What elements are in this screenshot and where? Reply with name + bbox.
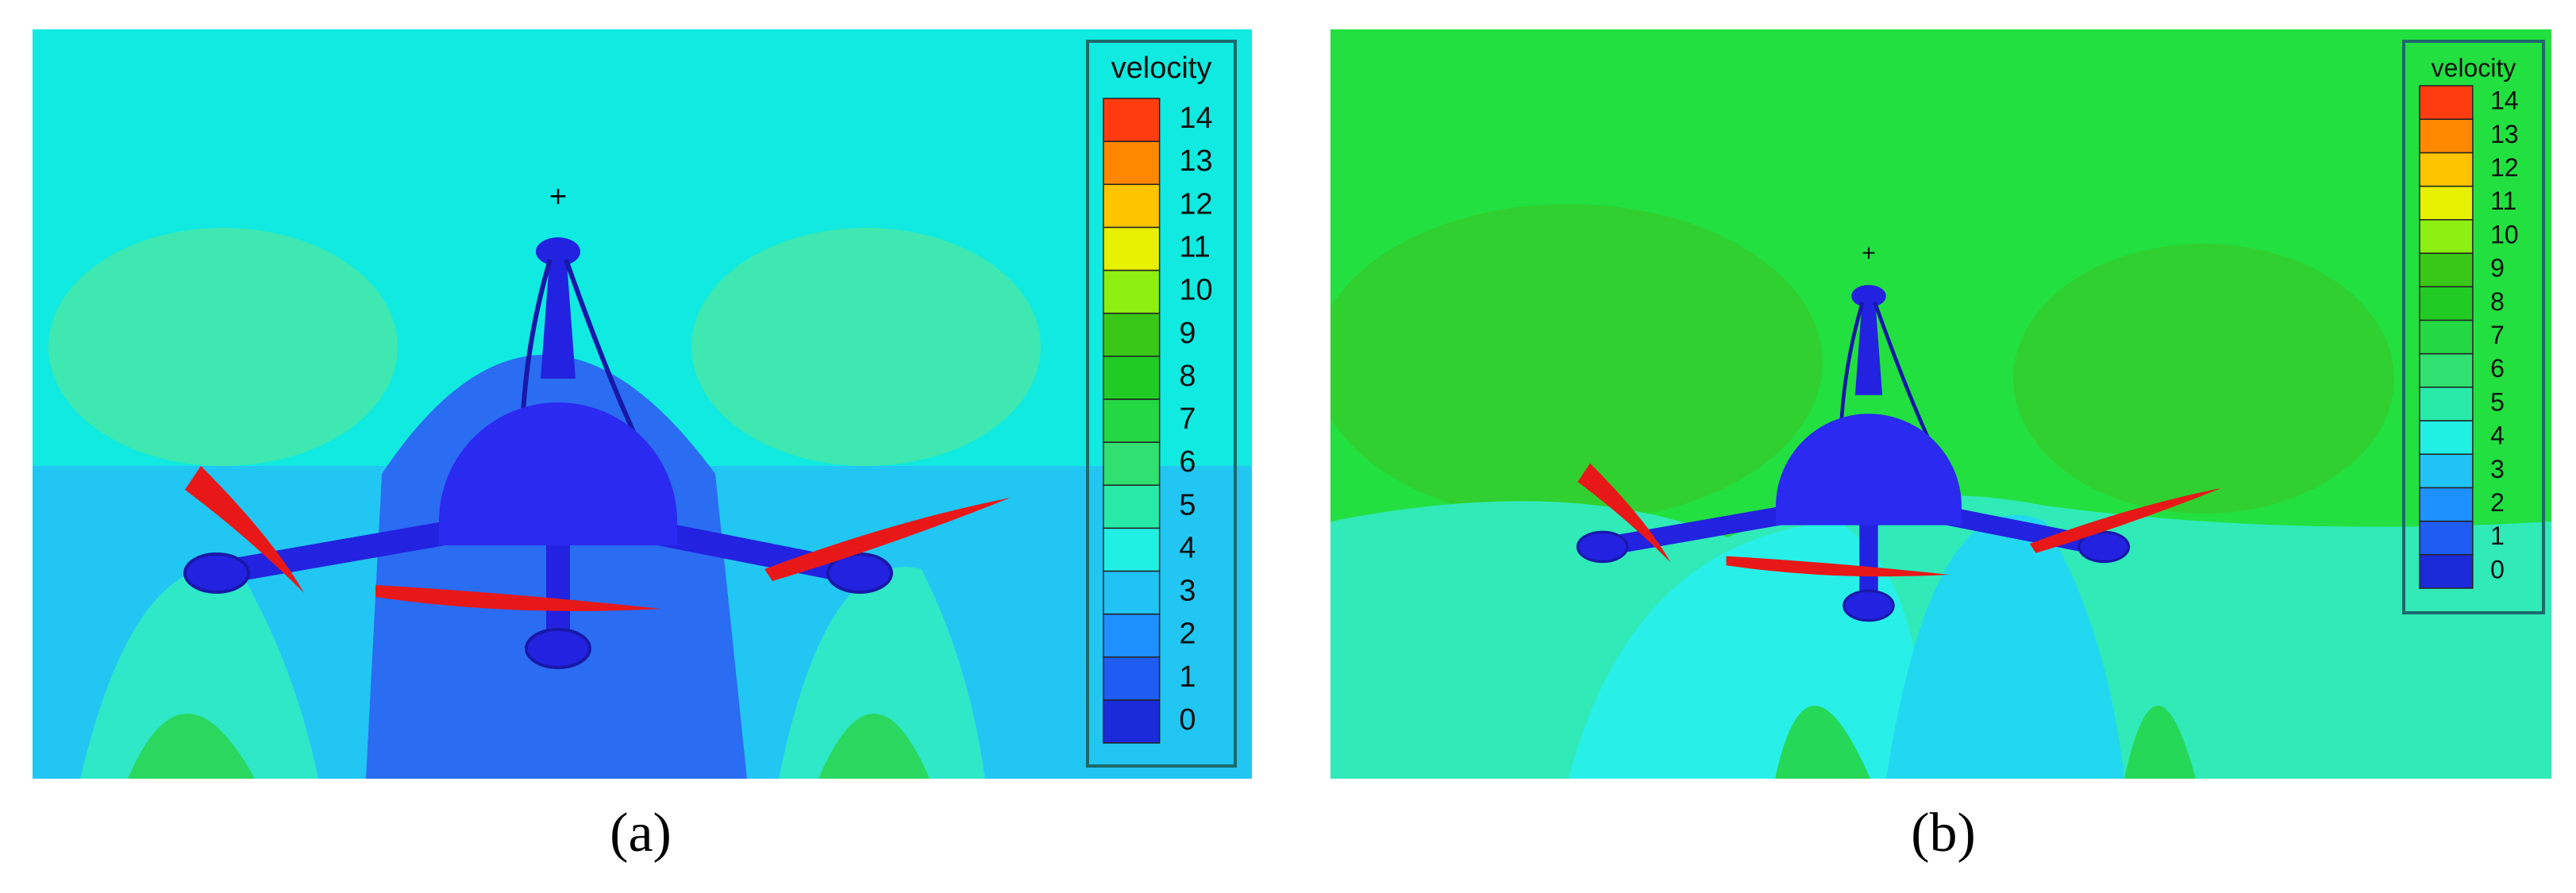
color-band [1103, 570, 1161, 615]
color-band [1103, 98, 1161, 142]
legend-tick-label: 4 [2490, 421, 2505, 450]
legend-box [1086, 40, 1237, 768]
legend-title: velocity [1111, 52, 1212, 85]
mast-top [536, 237, 580, 266]
motor [2077, 530, 2131, 564]
legend-tick-label: 2 [1179, 618, 1196, 651]
color-band [2419, 286, 2474, 321]
legend-tick-label: 3 [2490, 455, 2505, 483]
legend-tick-label: 7 [1179, 402, 1196, 436]
color-band [1103, 441, 1161, 486]
legend-tick-label: 6 [2490, 354, 2505, 383]
legend-tick-label: 9 [2490, 254, 2505, 283]
panel-caption: (a) [610, 803, 672, 864]
propeller [1577, 463, 1671, 563]
mast [541, 252, 576, 379]
legend-tick-label: 14 [1179, 102, 1212, 135]
propeller [1726, 556, 1950, 577]
color-band [1103, 356, 1161, 400]
propeller [375, 585, 661, 611]
dome [1776, 414, 1962, 525]
dome [439, 402, 677, 545]
propeller [2029, 487, 2222, 553]
drone-body: + [183, 183, 1011, 669]
propeller [185, 466, 304, 593]
color-band [2419, 487, 2474, 522]
mast-top [1851, 284, 1886, 308]
color-band [1103, 613, 1161, 658]
color-band [2419, 352, 2474, 388]
color-band [2419, 219, 2474, 254]
legend-tick-label: 12 [2490, 153, 2519, 182]
mast [1854, 296, 1883, 395]
color-band [2419, 453, 2474, 489]
legend-tick-label: 11 [2490, 187, 2516, 215]
legend-tick-label: 11 [1179, 230, 1210, 264]
color-band [1103, 484, 1161, 529]
color-band [2419, 554, 2474, 589]
motor [1576, 530, 1629, 564]
legend-tick-label: 6 [1179, 445, 1196, 479]
legend-tick-label: 5 [1179, 488, 1196, 522]
color-band [2419, 319, 2474, 355]
legend-tick-label: 8 [2490, 287, 2505, 316]
contour-image: + [1330, 29, 2551, 779]
legend-tick-label: 0 [2490, 555, 2505, 583]
legend-box [2402, 40, 2545, 614]
color-band [2419, 152, 2474, 187]
plus: + [548, 183, 568, 210]
plus: + [1861, 241, 1877, 264]
drone-body: + [1576, 241, 2222, 622]
legend-tick-label: 2 [2490, 488, 2505, 517]
color-band [1103, 527, 1161, 572]
color-band [2419, 520, 2474, 556]
legend-tick-label: 1 [1179, 660, 1196, 694]
color-band [2419, 420, 2474, 455]
color-band [2419, 252, 2474, 287]
legend-tick-label: 13 [2490, 120, 2519, 148]
legend-tick-label: 13 [1179, 144, 1212, 178]
legend-tick-label: 7 [2490, 321, 2505, 349]
color-band [1103, 183, 1161, 229]
legend-tick-label: 3 [1179, 575, 1196, 608]
legend-tick-label: 5 [2490, 387, 2505, 416]
motor [525, 628, 591, 669]
color-band [2419, 85, 2474, 120]
color-band [1103, 140, 1161, 186]
legend-tick-label: 10 [1179, 274, 1212, 307]
color-band [1103, 656, 1161, 701]
legend-tick-label: 9 [1179, 317, 1196, 350]
color-band [1103, 269, 1161, 314]
drone: + [183, 183, 1011, 669]
legend-tick-label: 12 [1179, 187, 1212, 221]
motor [1842, 589, 1895, 622]
legend-tick-label: 8 [1179, 360, 1196, 393]
color-band [1103, 699, 1161, 744]
legend-tick-label: 0 [1179, 703, 1196, 737]
legend-tick-label: 1 [2490, 522, 2505, 550]
color-band [1103, 226, 1161, 271]
color-band [1103, 398, 1161, 443]
color-band [2419, 387, 2474, 421]
legend-tick-label: 4 [1179, 531, 1196, 564]
panel-caption: (b) [1911, 803, 1976, 864]
color-band [1103, 312, 1161, 357]
motor [183, 552, 250, 594]
legend-title: velocity [2432, 53, 2516, 82]
legend-tick-label: 14 [2490, 87, 2519, 115]
legend-tick-label: 10 [2490, 220, 2519, 248]
propeller [764, 498, 1011, 581]
motor [826, 552, 893, 594]
contour-image: + [33, 29, 1252, 779]
color-band [2419, 185, 2474, 221]
color-band [2419, 118, 2474, 154]
drone: + [1576, 241, 2222, 622]
